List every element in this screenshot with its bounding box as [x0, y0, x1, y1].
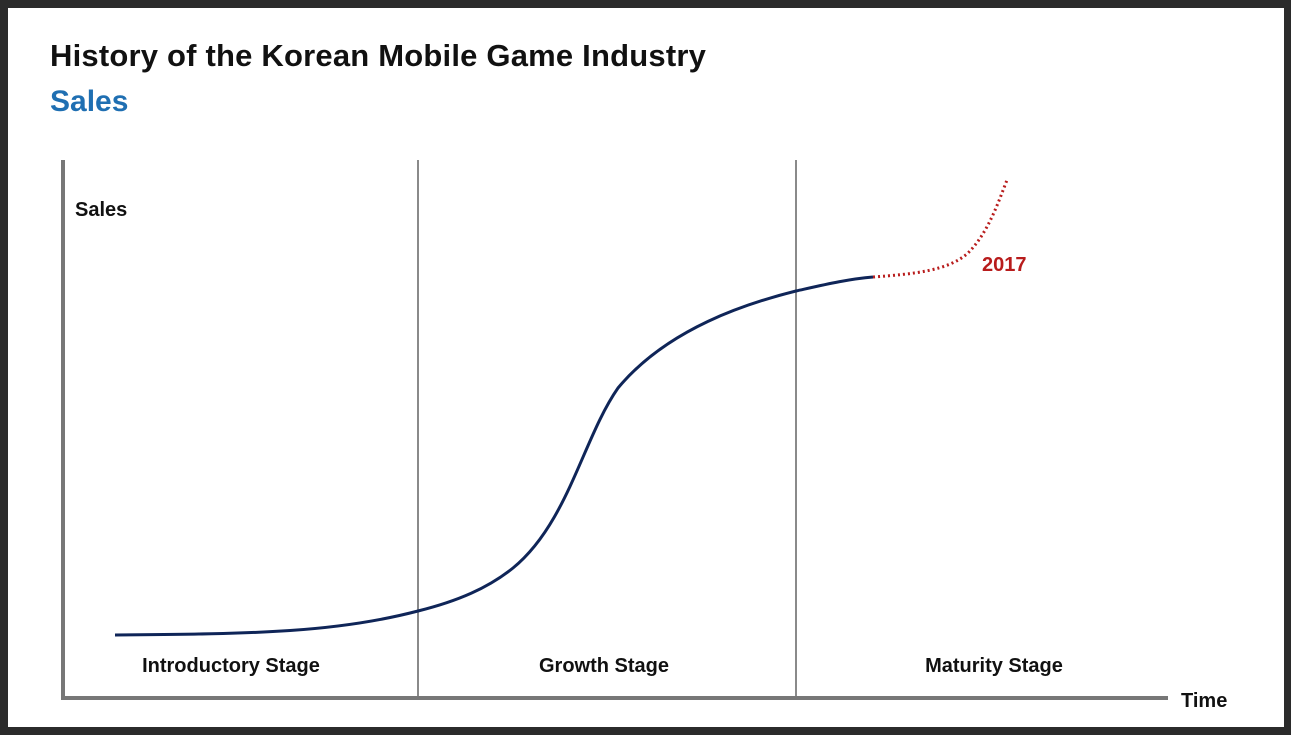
- lifecycle-diagram: Sales Time Introductory Stage Growth Sta…: [61, 160, 1227, 712]
- stage-label-introductory: Introductory Stage: [142, 655, 320, 677]
- stage-label-growth: Growth Stage: [539, 655, 669, 677]
- page-title: History of the Korean Mobile Game Indust…: [50, 38, 707, 73]
- stage-label-maturity: Maturity Stage: [925, 655, 1063, 677]
- page-subtitle: Sales: [50, 85, 129, 118]
- y-axis-label: Sales: [75, 199, 127, 221]
- slide: History of the Korean Mobile Game Indust…: [8, 8, 1284, 727]
- x-axis-label: Time: [1181, 690, 1227, 712]
- year-annotation: 2017: [982, 254, 1027, 276]
- sales-curve: [114, 275, 874, 637]
